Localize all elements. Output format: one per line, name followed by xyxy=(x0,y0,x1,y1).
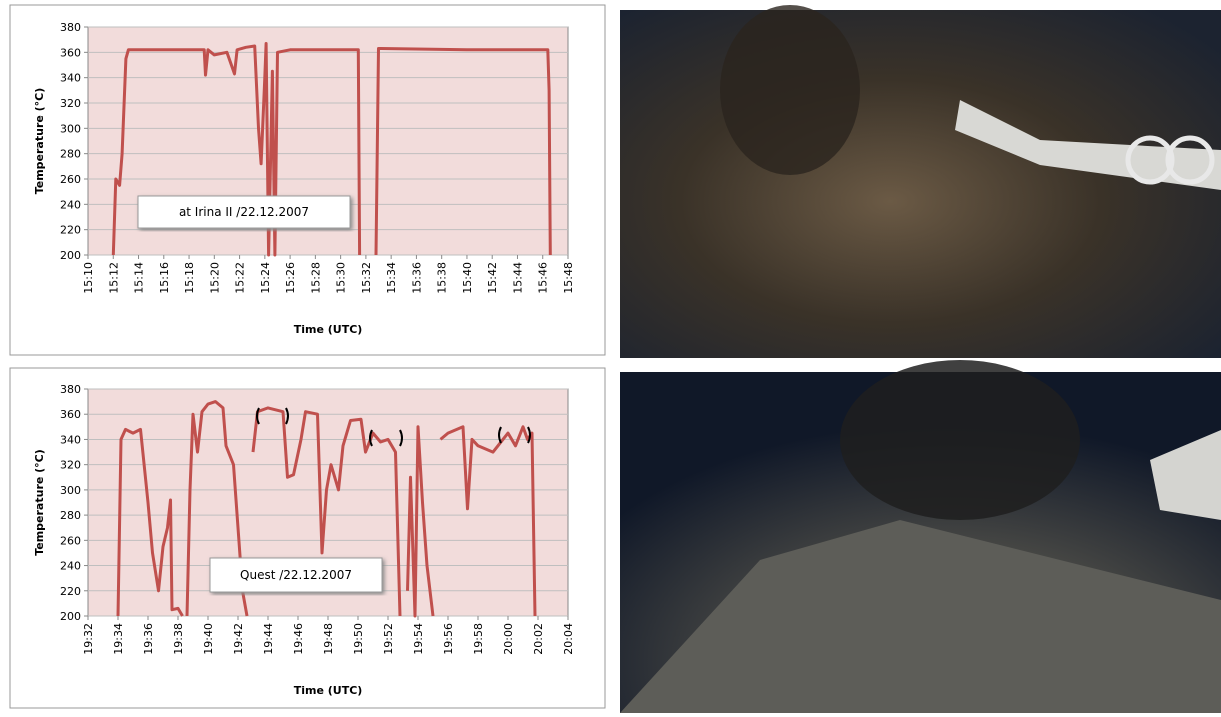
y-tick-label: 240 xyxy=(60,560,81,573)
y-tick-label: 380 xyxy=(60,383,81,396)
x-tick-label: 19:34 xyxy=(112,623,125,655)
x-tick-label: 20:02 xyxy=(532,623,545,655)
x-tick-label: 15:12 xyxy=(107,262,120,294)
x-tick-label: 15:20 xyxy=(208,262,221,294)
y-tick-label: 200 xyxy=(60,610,81,623)
y-tick-label: 380 xyxy=(60,21,81,34)
y-tick-label: 320 xyxy=(60,97,81,110)
x-tick-label: 19:52 xyxy=(382,623,395,655)
annotation: Quest /22.12.2007 xyxy=(240,568,352,582)
x-tick-label: 15:44 xyxy=(511,262,524,294)
x-tick-label: 19:36 xyxy=(142,623,155,655)
y-tick-label: 300 xyxy=(60,484,81,497)
x-tick-label: 15:18 xyxy=(183,262,196,294)
x-tick-label: 19:40 xyxy=(202,623,215,655)
y-tick-label: 340 xyxy=(60,433,81,446)
y-tick-label: 220 xyxy=(60,585,81,598)
y-tick-label: 240 xyxy=(60,198,81,211)
line xyxy=(185,400,249,617)
x-tick-label: 19:32 xyxy=(82,623,95,655)
y-tick-label: 220 xyxy=(60,224,81,237)
line xyxy=(374,47,552,256)
y-tick-label: 340 xyxy=(60,72,81,85)
photo xyxy=(620,5,1221,358)
y-tick-label: 280 xyxy=(60,148,81,161)
x-tick-label: 19:54 xyxy=(412,623,425,655)
x-tick-label: 20:04 xyxy=(562,623,575,655)
x-tick-label: 19:50 xyxy=(352,623,365,655)
annotation-box xyxy=(209,557,383,593)
x-tick-label: 20:00 xyxy=(502,623,515,655)
x-tick-label: 19:46 xyxy=(292,623,305,655)
x-axis-title: Time (UTC) xyxy=(294,323,363,336)
x-tick-label: 15:42 xyxy=(486,262,499,294)
y-axis-title: Temperature (°C) xyxy=(33,449,46,556)
annotation-box xyxy=(137,195,351,229)
line xyxy=(439,425,537,617)
y-tick-label: 280 xyxy=(60,509,81,522)
x-tick-label: 19:42 xyxy=(232,623,245,655)
x-tick-label: 15:10 xyxy=(82,262,95,294)
x-tick-label: 15:16 xyxy=(158,262,171,294)
x-tick-label: 15:26 xyxy=(284,262,297,294)
x-tick-label: 15:24 xyxy=(259,262,272,294)
x-tick-label: 15:22 xyxy=(234,262,247,294)
y-tick-label: 360 xyxy=(60,408,81,421)
x-tick-label: 15:48 xyxy=(562,262,575,294)
y-axis-title: Temperature (°C) xyxy=(33,88,46,195)
x-tick-label: 15:40 xyxy=(461,262,474,294)
line xyxy=(116,427,184,617)
line xyxy=(251,406,402,617)
x-tick-label: 19:48 xyxy=(322,623,335,655)
x-tick-label: 15:46 xyxy=(537,262,550,294)
line xyxy=(406,425,435,618)
x-tick-label: 19:56 xyxy=(442,623,455,655)
x-tick-label: 19:38 xyxy=(172,623,185,655)
bracket-markers xyxy=(256,407,531,447)
x-tick-label: 15:36 xyxy=(410,262,423,294)
x-tick-label: 15:30 xyxy=(335,262,348,294)
x-tick-label: 15:32 xyxy=(360,262,373,294)
x-tick-label: 19:58 xyxy=(472,623,485,655)
photo xyxy=(620,360,1221,713)
x-tick-label: 15:14 xyxy=(133,262,146,294)
x-tick-label: 15:34 xyxy=(385,262,398,294)
x-axis-title: Time (UTC) xyxy=(294,684,363,697)
y-tick-label: 360 xyxy=(60,46,81,59)
x-tick-label: 15:28 xyxy=(309,262,322,294)
x-tick-label: 15:38 xyxy=(436,262,449,294)
y-tick-label: 260 xyxy=(60,173,81,186)
annotation: at Irina II /22.12.2007 xyxy=(179,205,309,219)
y-tick-label: 260 xyxy=(60,534,81,547)
y-tick-label: 320 xyxy=(60,459,81,472)
y-tick-label: 200 xyxy=(60,249,81,262)
y-tick-label: 300 xyxy=(60,122,81,135)
x-tick-label: 19:44 xyxy=(262,623,275,655)
